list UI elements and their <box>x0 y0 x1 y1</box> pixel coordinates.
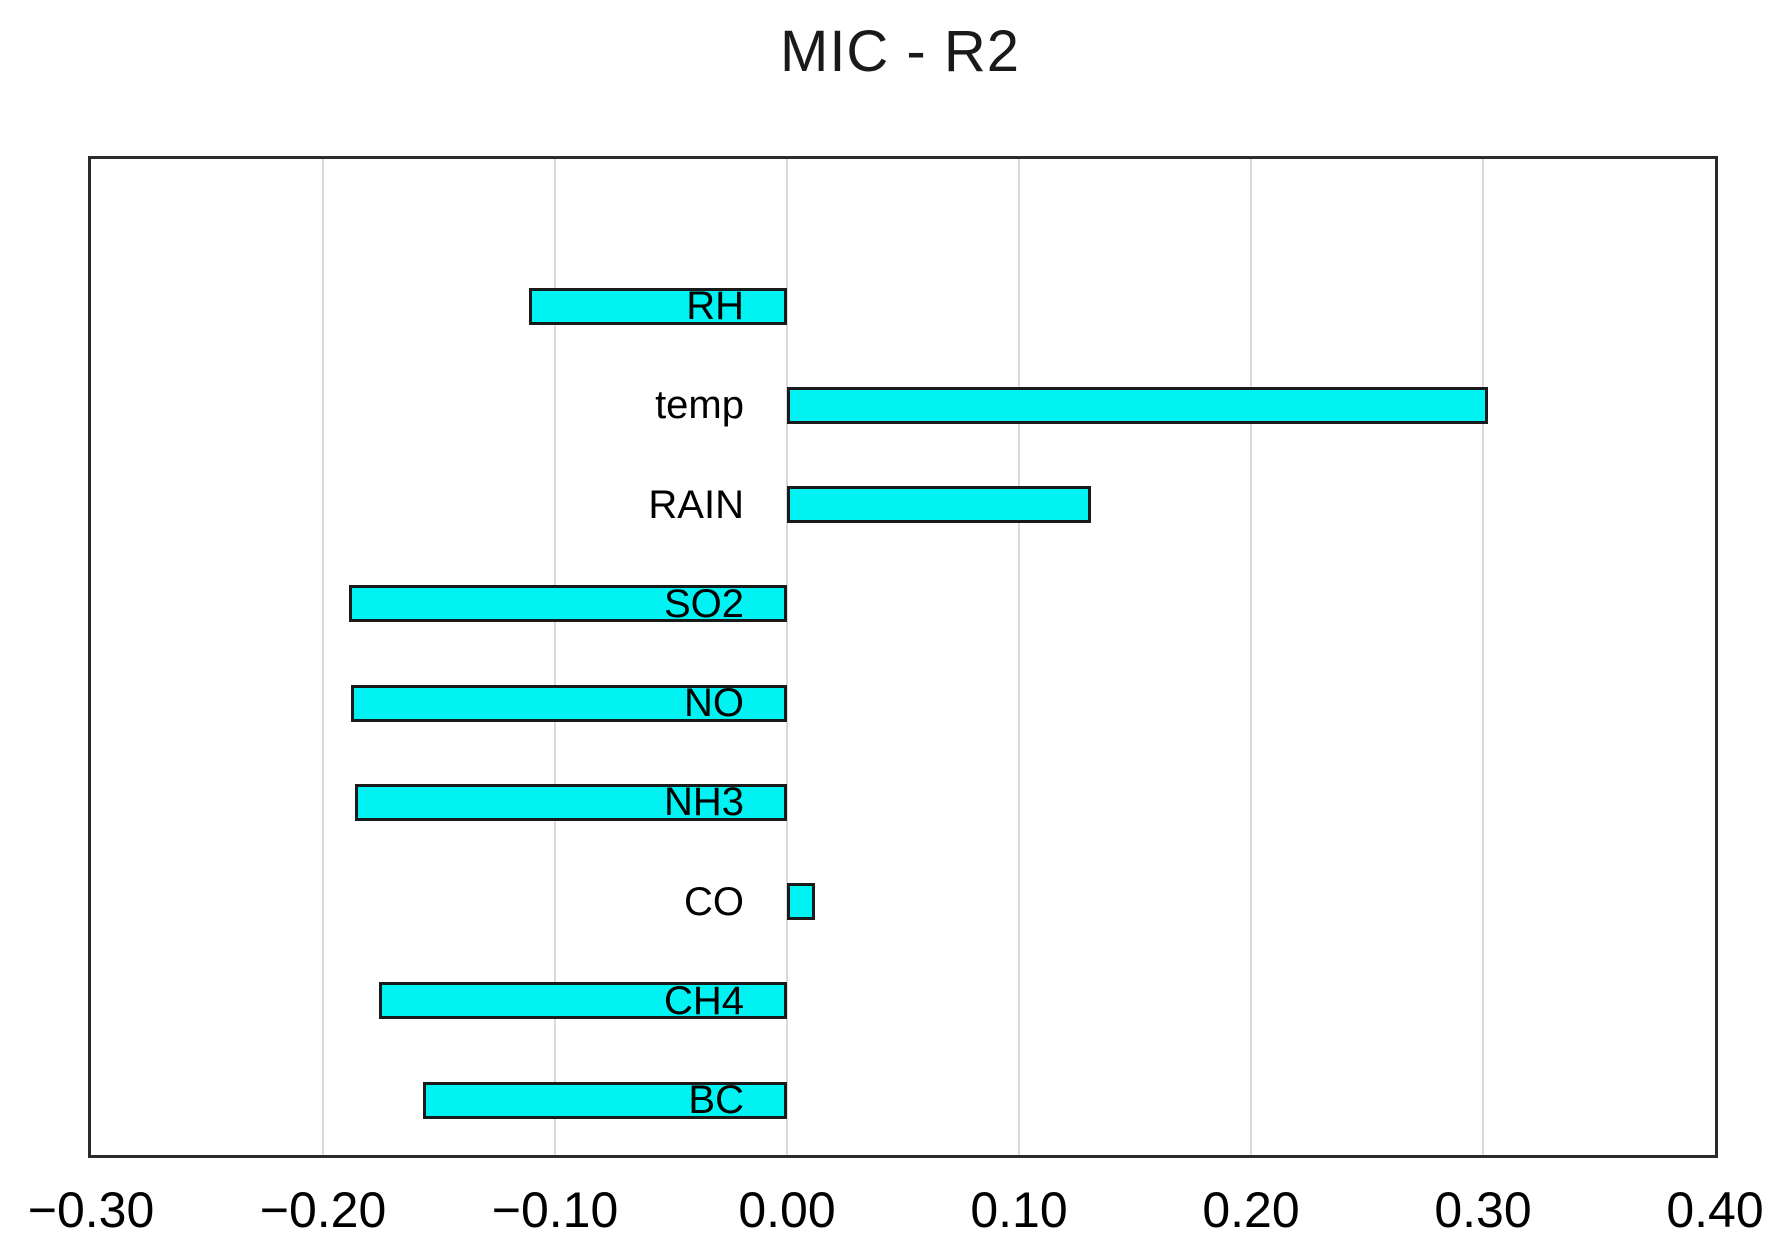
category-label-rh: RH <box>686 284 744 328</box>
x-tick-label-−0.20: −0.20 <box>259 1182 387 1238</box>
plot-area <box>88 156 1718 1158</box>
category-label-no: NO <box>684 681 744 725</box>
x-tick-label-0.10: 0.10 <box>970 1182 1068 1238</box>
bar-rain <box>787 486 1091 523</box>
gridline-−0.20 <box>322 159 324 1155</box>
x-tick-label-0.30: 0.30 <box>1434 1182 1532 1238</box>
x-tick-label-−0.10: −0.10 <box>491 1182 619 1238</box>
gridline-0.20 <box>1250 159 1252 1155</box>
bar-co <box>787 883 815 920</box>
bar-nh3 <box>355 783 787 821</box>
category-label-nh3: NH3 <box>663 780 744 825</box>
gridline-0.10 <box>1018 159 1020 1155</box>
bar-temp <box>787 386 1488 424</box>
category-label-bc: BC <box>688 1078 744 1122</box>
x-tick-label-−0.30: −0.30 <box>27 1182 155 1238</box>
x-tick-label-0.20: 0.20 <box>1202 1182 1300 1238</box>
category-label-ch4: CH4 <box>663 978 744 1023</box>
bar-ch4 <box>378 982 787 1020</box>
bar-bc <box>422 1081 787 1119</box>
gridline-0.30 <box>1482 159 1484 1155</box>
category-label-temp: temp <box>655 383 744 428</box>
chart-title: MIC - R2 <box>780 19 1020 84</box>
gridline-−0.10 <box>554 159 556 1155</box>
gridline-0.00 <box>786 159 788 1155</box>
x-tick-label-0.40: 0.40 <box>1666 1182 1764 1238</box>
category-label-co: CO <box>684 879 744 924</box>
bar-so2 <box>348 585 787 623</box>
x-tick-label-0.00: 0.00 <box>738 1182 836 1238</box>
bar-no <box>350 684 787 722</box>
category-label-rain: RAIN <box>648 482 744 527</box>
bar-rh <box>529 287 787 325</box>
category-label-so2: SO2 <box>663 581 744 626</box>
